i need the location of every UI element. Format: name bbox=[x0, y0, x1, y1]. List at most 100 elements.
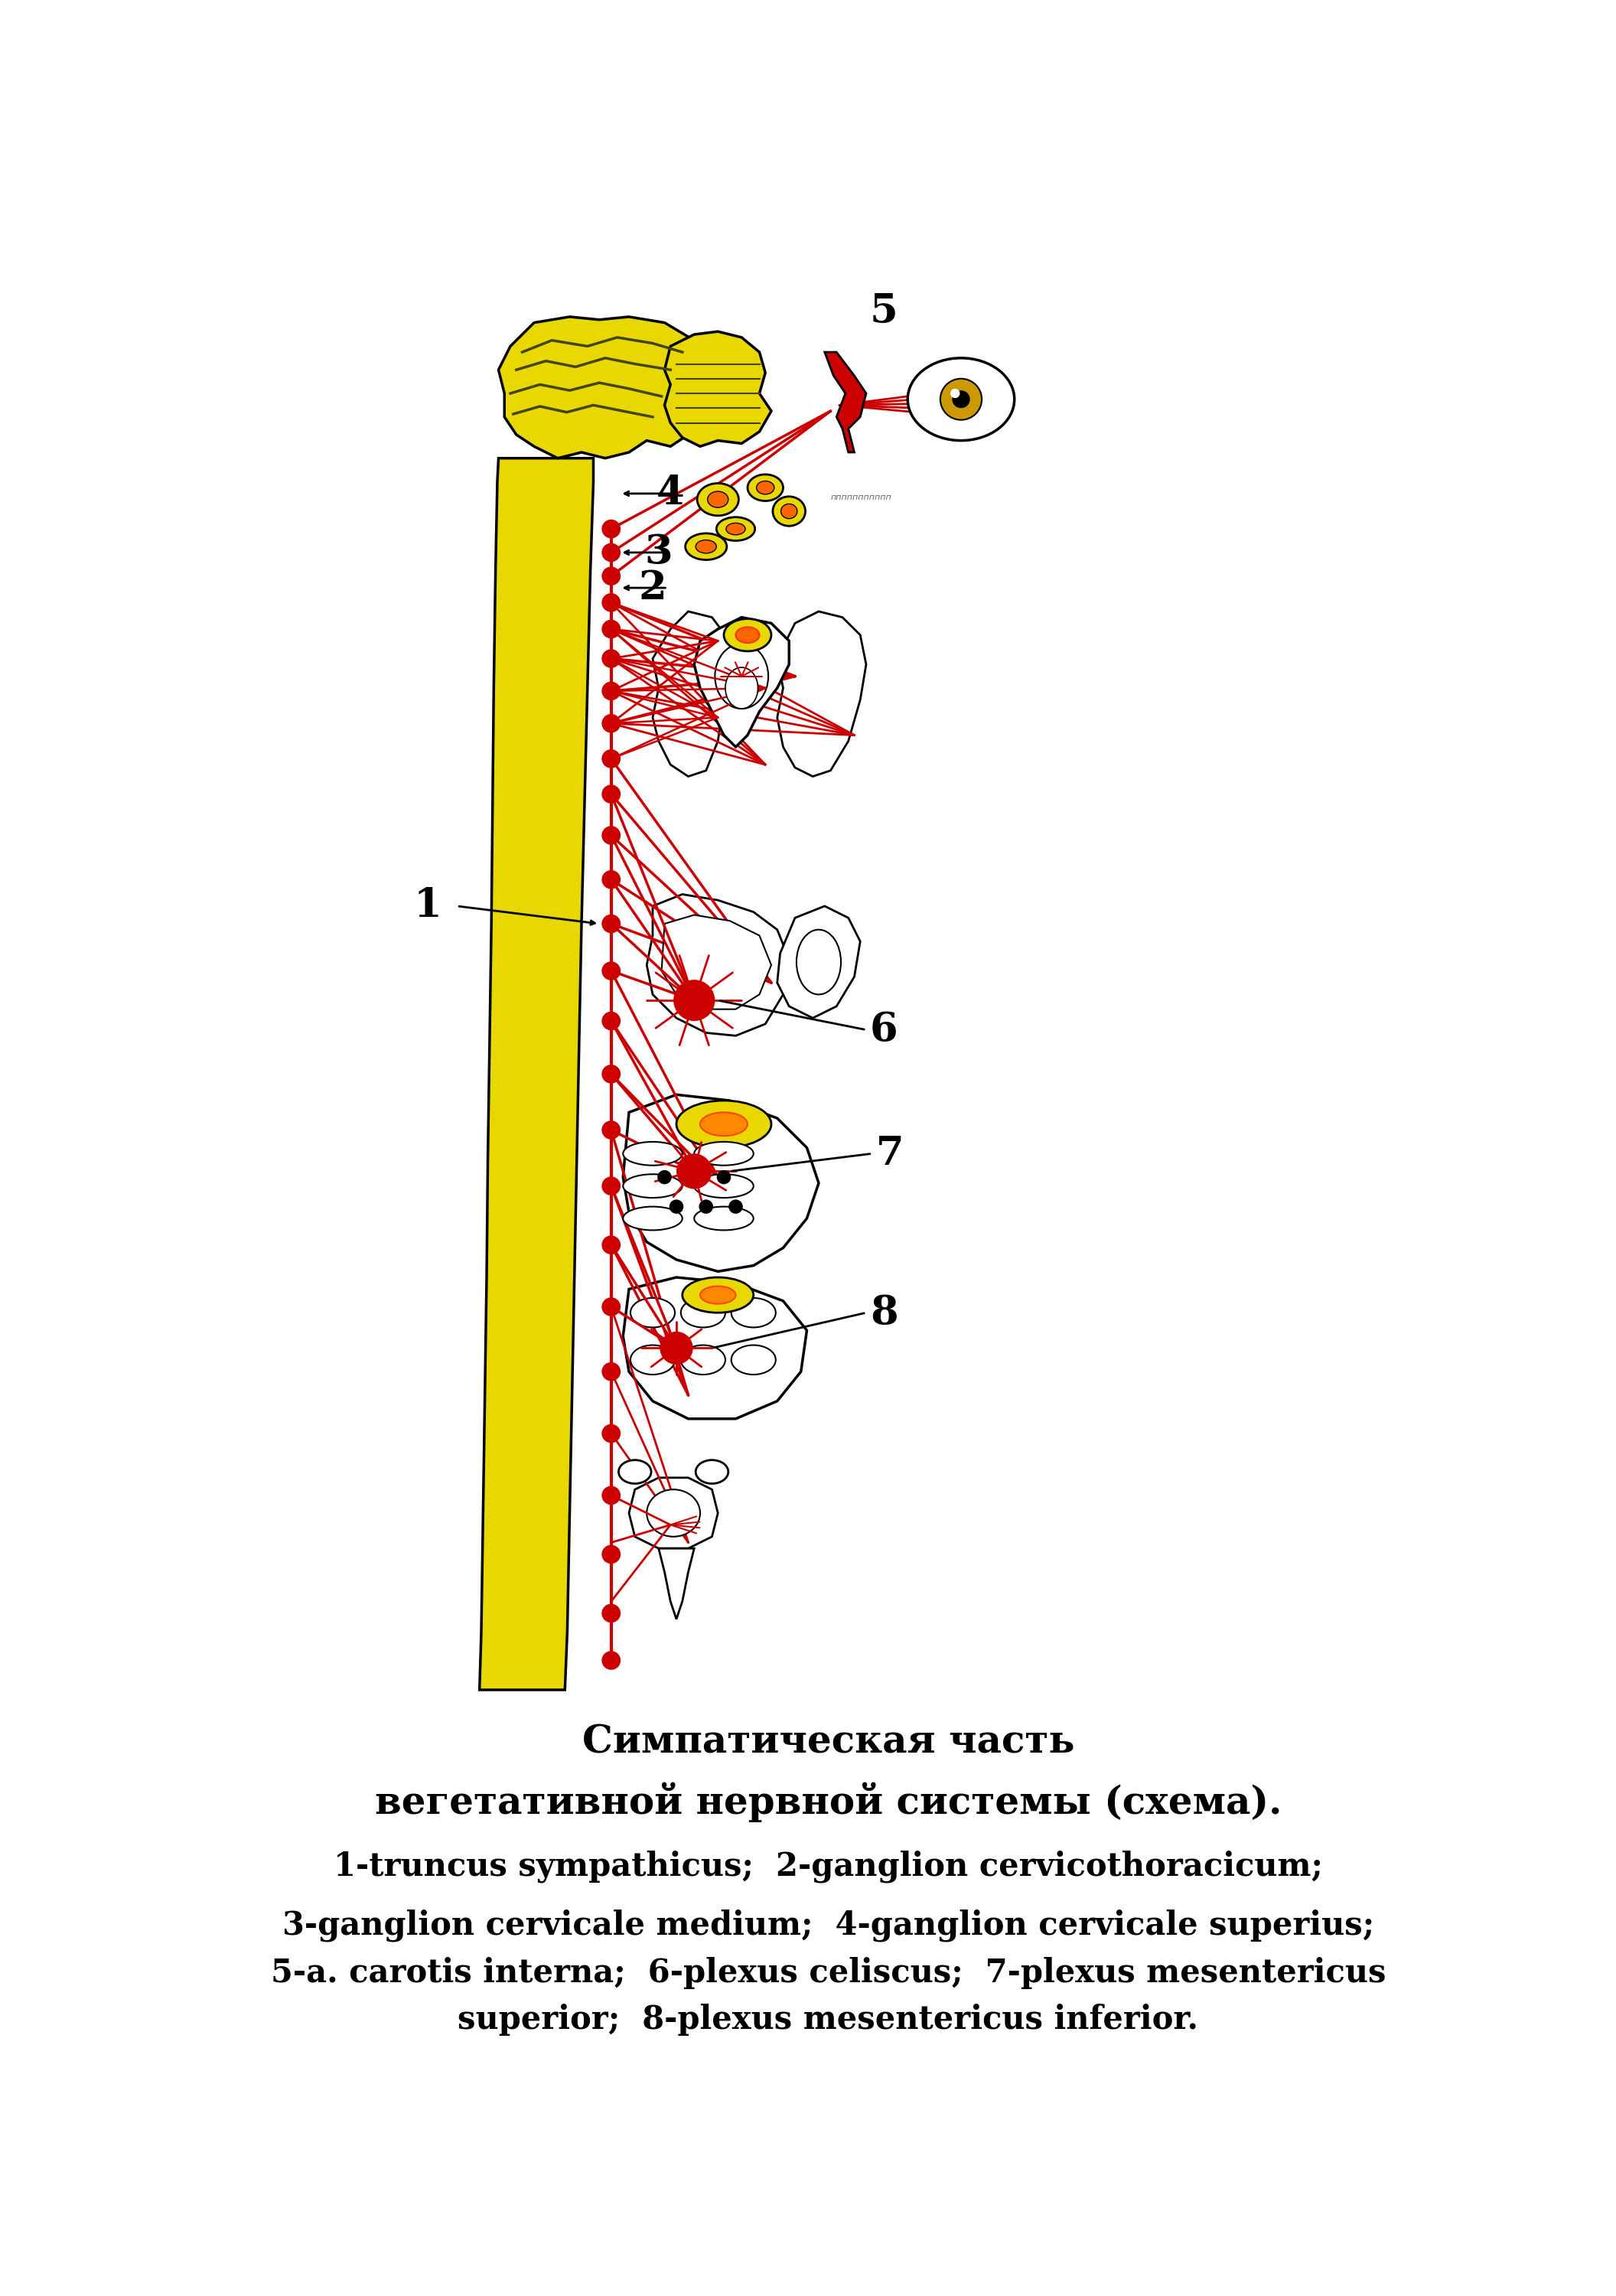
Ellipse shape bbox=[630, 1345, 675, 1375]
Circle shape bbox=[601, 1013, 621, 1031]
Ellipse shape bbox=[685, 533, 727, 560]
Ellipse shape bbox=[619, 1460, 651, 1483]
Circle shape bbox=[601, 1362, 621, 1382]
Circle shape bbox=[601, 544, 621, 563]
Polygon shape bbox=[824, 351, 866, 452]
Ellipse shape bbox=[695, 540, 716, 553]
Circle shape bbox=[658, 1171, 672, 1185]
Circle shape bbox=[601, 1235, 621, 1254]
Polygon shape bbox=[777, 907, 860, 1017]
Circle shape bbox=[601, 650, 621, 668]
Circle shape bbox=[601, 827, 621, 845]
Text: Симпатическая часть: Симпатическая часть bbox=[582, 1724, 1075, 1761]
Text: 1: 1 bbox=[414, 886, 441, 925]
Circle shape bbox=[729, 1199, 743, 1215]
Polygon shape bbox=[777, 611, 866, 776]
Circle shape bbox=[669, 1199, 684, 1215]
Polygon shape bbox=[480, 459, 593, 1690]
Circle shape bbox=[601, 1065, 621, 1084]
Ellipse shape bbox=[714, 643, 768, 709]
Ellipse shape bbox=[700, 1111, 748, 1137]
Circle shape bbox=[601, 682, 621, 700]
Ellipse shape bbox=[646, 1490, 700, 1536]
Circle shape bbox=[601, 1297, 621, 1316]
Polygon shape bbox=[646, 895, 789, 1035]
Circle shape bbox=[952, 390, 970, 409]
Polygon shape bbox=[653, 611, 735, 776]
Polygon shape bbox=[661, 914, 771, 1010]
Circle shape bbox=[601, 592, 621, 613]
Circle shape bbox=[601, 785, 621, 804]
Ellipse shape bbox=[695, 1141, 753, 1166]
Polygon shape bbox=[664, 331, 771, 445]
Ellipse shape bbox=[700, 1286, 735, 1304]
Polygon shape bbox=[498, 317, 700, 459]
Circle shape bbox=[659, 1332, 693, 1364]
Circle shape bbox=[674, 980, 714, 1022]
Text: 5: 5 bbox=[869, 292, 898, 331]
Ellipse shape bbox=[716, 517, 755, 542]
Ellipse shape bbox=[908, 358, 1015, 441]
Text: 3-ganglion cervicale medium;  4-ganglion cervicale superius;: 3-ganglion cervicale medium; 4-ganglion … bbox=[283, 1910, 1374, 1942]
Ellipse shape bbox=[695, 1460, 729, 1483]
Ellipse shape bbox=[735, 627, 760, 643]
Polygon shape bbox=[480, 588, 587, 1660]
Text: ппппппппппп: ппппппппппп bbox=[831, 494, 892, 501]
Text: superior;  8-plexus mesentericus inferior.: superior; 8-plexus mesentericus inferior… bbox=[457, 2004, 1199, 2037]
Circle shape bbox=[601, 1120, 621, 1139]
Ellipse shape bbox=[708, 491, 729, 507]
Ellipse shape bbox=[726, 523, 745, 535]
Circle shape bbox=[601, 1605, 621, 1623]
Ellipse shape bbox=[695, 1173, 753, 1199]
Circle shape bbox=[601, 620, 621, 638]
Text: 5-a. carotis interna;  6-plexus celiscus;  7-plexus mesentericus: 5-a. carotis interna; 6-plexus celiscus;… bbox=[270, 1956, 1387, 1988]
Ellipse shape bbox=[724, 620, 771, 652]
Circle shape bbox=[601, 748, 621, 769]
Circle shape bbox=[677, 1153, 713, 1189]
Text: 4: 4 bbox=[656, 473, 685, 512]
Text: 7: 7 bbox=[876, 1134, 903, 1173]
Ellipse shape bbox=[624, 1141, 682, 1166]
Ellipse shape bbox=[630, 1297, 675, 1327]
Ellipse shape bbox=[696, 482, 739, 517]
Polygon shape bbox=[624, 1277, 806, 1419]
Circle shape bbox=[601, 870, 621, 889]
Ellipse shape bbox=[797, 930, 840, 994]
Ellipse shape bbox=[624, 1173, 682, 1199]
Text: 1-truncus sympathicus;  2-ganglion cervicothoracicum;: 1-truncus sympathicus; 2-ganglion cervic… bbox=[333, 1851, 1324, 1883]
Text: 8: 8 bbox=[869, 1293, 898, 1332]
Ellipse shape bbox=[682, 1277, 753, 1313]
Circle shape bbox=[601, 1486, 621, 1504]
Circle shape bbox=[601, 714, 621, 732]
Circle shape bbox=[601, 1176, 621, 1196]
Circle shape bbox=[601, 519, 621, 537]
Circle shape bbox=[941, 379, 983, 420]
Polygon shape bbox=[629, 1479, 718, 1548]
Ellipse shape bbox=[756, 482, 774, 494]
Ellipse shape bbox=[732, 1297, 776, 1327]
Ellipse shape bbox=[732, 1345, 776, 1375]
Circle shape bbox=[601, 567, 621, 585]
Polygon shape bbox=[624, 1095, 819, 1272]
Ellipse shape bbox=[680, 1297, 726, 1327]
Circle shape bbox=[601, 1545, 621, 1564]
Ellipse shape bbox=[781, 503, 797, 519]
Ellipse shape bbox=[677, 1100, 771, 1148]
Ellipse shape bbox=[772, 496, 805, 526]
Circle shape bbox=[601, 1651, 621, 1669]
Circle shape bbox=[601, 1424, 621, 1442]
Circle shape bbox=[687, 1171, 701, 1185]
Ellipse shape bbox=[624, 1208, 682, 1231]
Text: 3: 3 bbox=[645, 533, 672, 572]
Text: 2: 2 bbox=[638, 569, 667, 608]
Polygon shape bbox=[695, 618, 789, 746]
Ellipse shape bbox=[695, 1208, 753, 1231]
Polygon shape bbox=[659, 1548, 695, 1619]
Circle shape bbox=[700, 1199, 713, 1215]
Circle shape bbox=[601, 962, 621, 980]
Circle shape bbox=[718, 1171, 730, 1185]
Text: 6: 6 bbox=[869, 1010, 898, 1049]
Ellipse shape bbox=[680, 1345, 726, 1375]
Ellipse shape bbox=[726, 668, 758, 709]
Ellipse shape bbox=[748, 475, 784, 501]
